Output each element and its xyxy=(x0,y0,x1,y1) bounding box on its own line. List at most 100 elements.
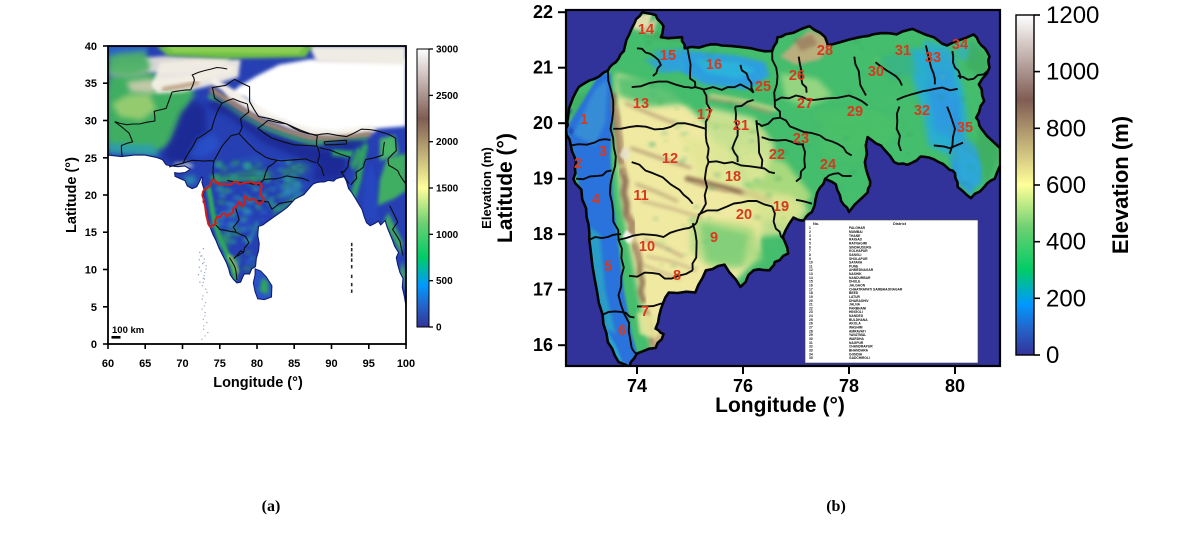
svg-text:19: 19 xyxy=(809,295,813,299)
svg-text:17: 17 xyxy=(533,280,553,300)
svg-text:11: 11 xyxy=(633,188,648,204)
svg-text:17: 17 xyxy=(809,287,813,291)
svg-text:11: 11 xyxy=(809,264,813,268)
svg-text:10: 10 xyxy=(809,261,813,265)
svg-text:30: 30 xyxy=(809,337,813,341)
svg-text:3: 3 xyxy=(599,144,607,160)
svg-text:500: 500 xyxy=(436,276,453,287)
svg-text:HINGOLI: HINGOLI xyxy=(849,310,863,314)
svg-text:1: 1 xyxy=(580,112,588,128)
svg-text:600: 600 xyxy=(1046,172,1086,199)
svg-text:GADCHIROLI: GADCHIROLI xyxy=(849,356,870,360)
svg-text:(b): (b) xyxy=(826,498,846,515)
svg-text:80: 80 xyxy=(251,358,263,370)
svg-text:23: 23 xyxy=(793,131,809,147)
svg-text:BULDHANA: BULDHANA xyxy=(849,318,868,322)
svg-text:LATUR: LATUR xyxy=(849,295,861,299)
svg-text:76: 76 xyxy=(733,376,753,396)
svg-text:27: 27 xyxy=(797,96,813,112)
svg-text:20: 20 xyxy=(736,207,752,223)
svg-text:31: 31 xyxy=(895,43,911,59)
svg-text:21: 21 xyxy=(533,58,553,78)
svg-text:33: 33 xyxy=(925,50,941,66)
svg-text:AHMEDNAGAR: AHMEDNAGAR xyxy=(849,268,874,272)
svg-text:5: 5 xyxy=(809,242,811,246)
svg-text:BHANDARA: BHANDARA xyxy=(849,348,869,352)
svg-text:14: 14 xyxy=(638,22,654,38)
svg-text:22: 22 xyxy=(533,2,553,22)
svg-text:35: 35 xyxy=(85,78,97,90)
svg-text:30: 30 xyxy=(868,64,884,80)
svg-text:25: 25 xyxy=(85,153,97,165)
svg-text:Longitude (°): Longitude (°) xyxy=(213,375,303,391)
svg-text:19: 19 xyxy=(773,199,789,215)
svg-text:34: 34 xyxy=(809,352,813,356)
svg-text:SHOLAPUR: SHOLAPUR xyxy=(849,257,868,261)
svg-text:200: 200 xyxy=(1046,285,1086,312)
svg-text:74: 74 xyxy=(627,376,647,396)
svg-text:18: 18 xyxy=(809,291,813,295)
svg-text:RATNAGIRI: RATNAGIRI xyxy=(849,242,867,246)
svg-text:33: 33 xyxy=(809,348,813,352)
svg-text:26: 26 xyxy=(789,68,805,84)
svg-text:17: 17 xyxy=(697,107,713,123)
svg-text:3000: 3000 xyxy=(436,45,459,56)
svg-text:THANE: THANE xyxy=(849,234,861,238)
svg-text:23: 23 xyxy=(809,310,813,314)
svg-text:21: 21 xyxy=(733,118,749,134)
svg-text:0: 0 xyxy=(436,323,442,334)
svg-text:28: 28 xyxy=(817,43,833,59)
svg-text:SATARA: SATARA xyxy=(849,261,863,265)
svg-text:400: 400 xyxy=(1046,229,1086,256)
svg-text:BEED: BEED xyxy=(849,291,859,295)
svg-text:20: 20 xyxy=(809,299,813,303)
svg-text:WASHIM: WASHIM xyxy=(849,326,863,330)
svg-text:7: 7 xyxy=(809,249,811,253)
svg-text:40: 40 xyxy=(85,41,97,53)
svg-text:20: 20 xyxy=(533,113,553,133)
svg-text:8: 8 xyxy=(673,268,681,284)
svg-text:13: 13 xyxy=(809,272,813,276)
svg-text:YAVATMAL: YAVATMAL xyxy=(849,333,866,337)
svg-text:21: 21 xyxy=(809,303,813,307)
svg-text:1200: 1200 xyxy=(1046,2,1099,29)
svg-text:75: 75 xyxy=(214,358,226,370)
svg-text:12: 12 xyxy=(662,151,678,167)
svg-text:16: 16 xyxy=(706,57,722,73)
svg-text:Latitude (°): Latitude (°) xyxy=(494,133,517,243)
svg-text:7: 7 xyxy=(641,304,649,320)
svg-text:16: 16 xyxy=(533,335,553,355)
svg-text:22: 22 xyxy=(769,147,785,163)
svg-text:15: 15 xyxy=(85,227,97,239)
svg-text:CHHATRAPATI SAMBHAJINAGAR: CHHATRAPATI SAMBHAJINAGAR xyxy=(849,287,903,291)
svg-text:2: 2 xyxy=(809,230,811,234)
svg-text:PUNE: PUNE xyxy=(849,264,859,268)
svg-text:PARBHANI: PARBHANI xyxy=(849,306,866,310)
svg-text:18: 18 xyxy=(725,169,741,185)
svg-text:100 km: 100 km xyxy=(112,325,144,336)
svg-text:NANDURBAR: NANDURBAR xyxy=(849,276,871,280)
svg-text:2: 2 xyxy=(574,156,582,172)
svg-text:4: 4 xyxy=(809,238,811,242)
svg-text:DHULE: DHULE xyxy=(849,280,861,284)
svg-text:15: 15 xyxy=(660,48,676,64)
svg-text:20: 20 xyxy=(85,190,97,202)
svg-text:NAGPUR: NAGPUR xyxy=(849,341,864,345)
svg-text:AKOLA: AKOLA xyxy=(849,322,861,326)
svg-text:(a): (a) xyxy=(262,498,281,515)
svg-text:District: District xyxy=(893,222,907,226)
svg-text:80: 80 xyxy=(945,376,965,396)
svg-text:16: 16 xyxy=(809,284,813,288)
svg-text:78: 78 xyxy=(839,376,859,396)
svg-text:2500: 2500 xyxy=(436,91,459,102)
svg-text:32: 32 xyxy=(809,345,813,349)
svg-text:SINDHUDURG: SINDHUDURG xyxy=(849,245,872,249)
svg-text:1500: 1500 xyxy=(436,184,459,195)
svg-text:8: 8 xyxy=(809,253,811,257)
svg-text:10: 10 xyxy=(85,265,97,277)
svg-text:Elevation (m): Elevation (m) xyxy=(1108,116,1133,254)
svg-text:31: 31 xyxy=(809,341,813,345)
svg-text:MUMBAI: MUMBAI xyxy=(849,230,863,234)
svg-text:AMRAVATI: AMRAVATI xyxy=(849,329,866,333)
svg-text:JALNA: JALNA xyxy=(849,303,861,307)
